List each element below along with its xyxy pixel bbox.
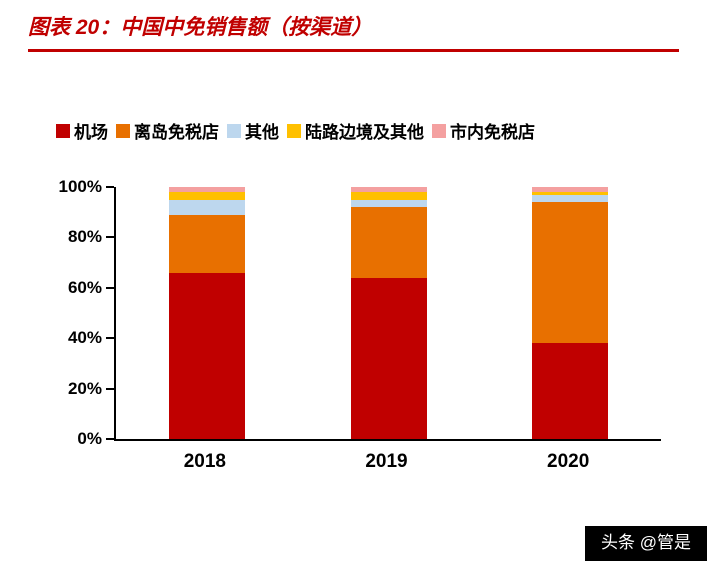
bar-segment bbox=[532, 194, 609, 203]
legend-swatch-icon bbox=[56, 123, 70, 138]
x-axis-labels: 2018 2019 2020 bbox=[114, 441, 659, 483]
y-axis-tick-mark bbox=[106, 337, 114, 340]
y-axis-tick-label: 100% bbox=[58, 177, 102, 196]
legend: 机场 离岛免税店 其他 陆路边境及其他 市内免税店 bbox=[56, 118, 707, 143]
bar-2020 bbox=[532, 187, 609, 439]
y-axis-tick-label: 80% bbox=[67, 227, 102, 247]
bar-segment bbox=[168, 214, 245, 273]
plot-area bbox=[106, 186, 661, 441]
x-axis-category-label: 2019 bbox=[365, 451, 408, 472]
y-axis-tick-label: 0% bbox=[77, 429, 102, 448]
bar-segment bbox=[350, 187, 427, 193]
legend-item: 离岛免税店 bbox=[116, 118, 219, 143]
legend-item: 陆路边境及其他 bbox=[287, 118, 424, 143]
legend-label: 机场 bbox=[74, 123, 108, 142]
bar-segment bbox=[532, 187, 609, 193]
legend-swatch-icon bbox=[432, 123, 446, 138]
y-axis-tick-mark bbox=[106, 286, 114, 289]
bar-segment bbox=[168, 272, 245, 439]
legend-item: 机场 bbox=[56, 118, 108, 143]
bar-segment bbox=[350, 192, 427, 200]
bar-segment bbox=[350, 207, 427, 278]
y-axis-tick-mark bbox=[106, 387, 114, 390]
bar-segment bbox=[168, 192, 245, 200]
legend-item: 市内免税店 bbox=[432, 118, 535, 143]
bar-segment bbox=[350, 277, 427, 439]
legend-swatch-icon bbox=[116, 123, 130, 138]
legend-label: 其他 bbox=[245, 123, 279, 142]
legend-item: 其他 bbox=[227, 118, 279, 143]
bar-segment bbox=[532, 343, 609, 439]
legend-label: 离岛免税店 bbox=[134, 123, 219, 142]
y-axis-labels: 0% 20% 40% 60% 80% 100% bbox=[30, 177, 114, 448]
bar-2018 bbox=[168, 187, 245, 439]
y-axis-tick-label: 40% bbox=[67, 328, 102, 348]
y-axis-tick-mark bbox=[106, 438, 114, 440]
bar-segment bbox=[350, 199, 427, 208]
bar-segment bbox=[532, 192, 609, 195]
x-axis-category-label: 2018 bbox=[183, 451, 226, 472]
y-axis-tick-label: 20% bbox=[67, 378, 102, 398]
legend-swatch-icon bbox=[287, 123, 301, 138]
y-axis-tick-label: 60% bbox=[67, 277, 102, 297]
y-axis-tick-mark bbox=[106, 236, 114, 239]
legend-label: 市内免税店 bbox=[450, 123, 535, 142]
bar-2019 bbox=[350, 187, 427, 439]
bar-segment bbox=[168, 199, 245, 215]
chart: 0% 20% 40% 60% 80% 100% 2018 2019 2020 bbox=[30, 177, 707, 483]
chart-title: 图表 20：中国中免销售额（按渠道） bbox=[28, 16, 373, 39]
watermark: 头条 @管是 bbox=[585, 526, 707, 561]
x-axis-category-label: 2020 bbox=[547, 451, 590, 472]
legend-label: 陆路边境及其他 bbox=[305, 123, 424, 142]
legend-swatch-icon bbox=[227, 123, 241, 138]
y-axis-tick-mark bbox=[106, 186, 114, 188]
title-divider bbox=[28, 49, 679, 52]
bar-segment bbox=[168, 187, 245, 193]
bar-segment bbox=[532, 202, 609, 344]
